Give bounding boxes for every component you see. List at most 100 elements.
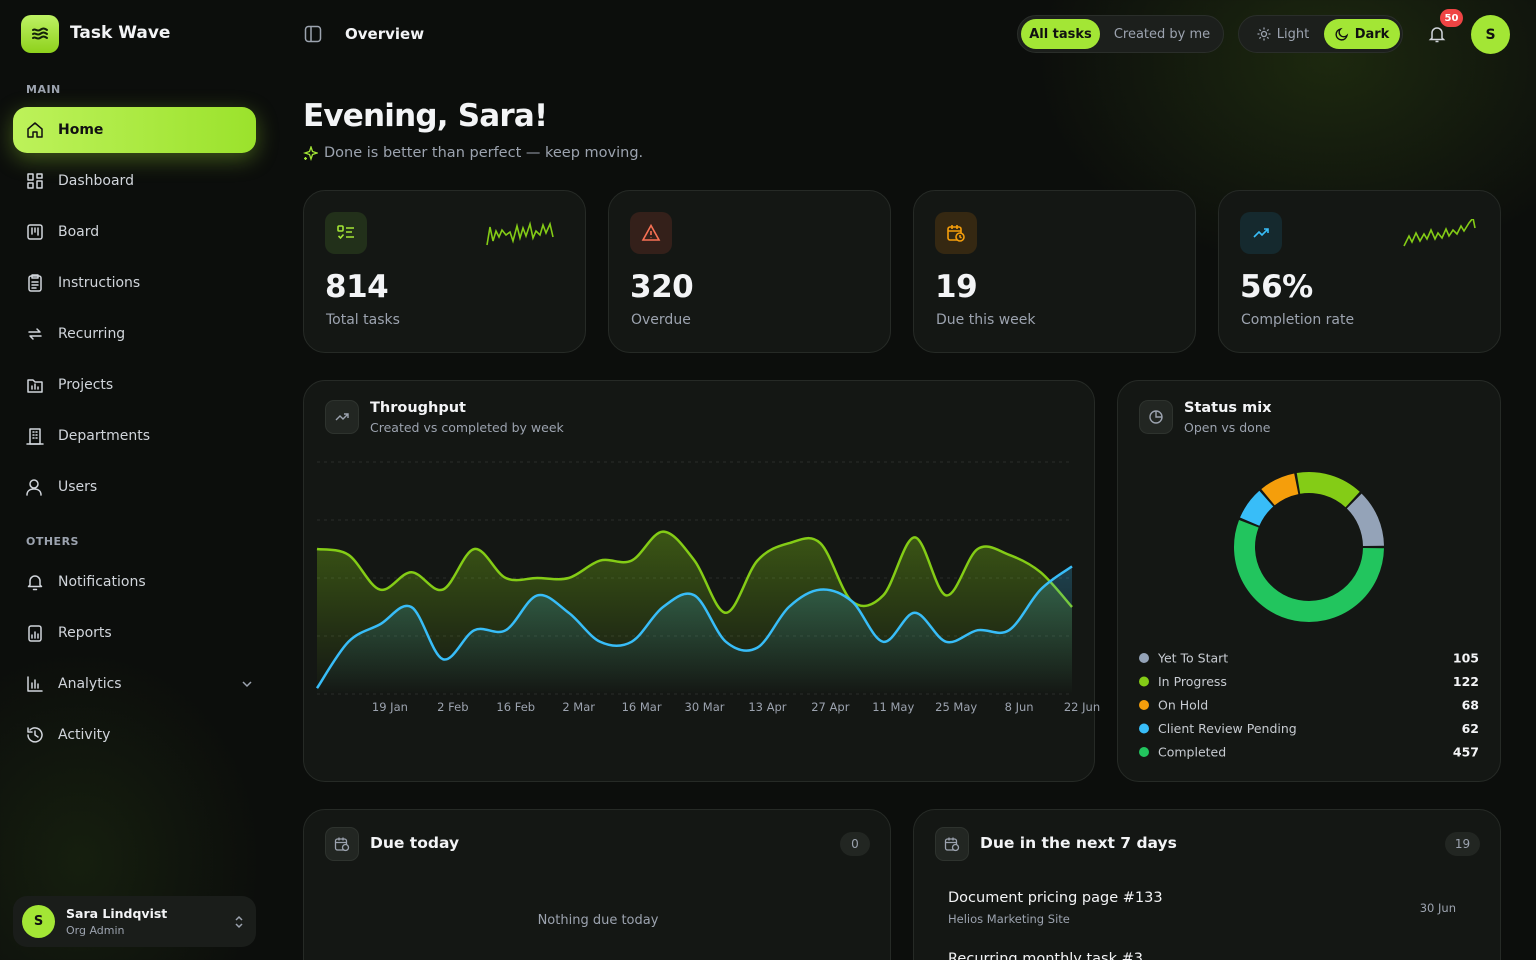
legend-dot [1139,723,1149,734]
nav-label: Users [58,479,98,495]
stat-card: 814 Total tasks [303,190,586,353]
nav-label: Instructions [58,275,141,291]
theme-dark[interactable]: Dark [1324,19,1400,49]
filter-tab[interactable]: Created by me [1113,26,1211,42]
count-badge: 19 [1445,832,1480,856]
greeting-subtitle: Done is better than perfect — keep movin… [324,145,644,161]
stat-icon [325,212,367,254]
due-week-card: Due in the next 7 days 19 Document prici… [913,809,1501,960]
x-tick-label: 2 Feb [437,700,468,714]
legend-value: 457 [1453,745,1479,760]
user-avatar: S [22,905,55,938]
legend-label: In Progress [1158,674,1227,689]
nav-item[interactable]: Departments [13,413,256,459]
nav-item[interactable]: Projects [13,362,256,408]
page-title: Overview [345,25,425,43]
sidebar-toggle[interactable] [304,25,322,43]
donut-segment [1261,473,1299,506]
task-date: 30 Jun [1419,901,1456,915]
user-role: Org Admin [66,924,125,937]
nav-item[interactable]: Notifications [13,559,256,605]
nav-item[interactable]: Home [13,107,256,153]
stat-card: 19 Due this week [913,190,1196,353]
filter-tab[interactable]: All tasks [1021,19,1100,49]
nav-label: Departments [58,428,151,444]
nav-label: Notifications [58,574,146,590]
legend-dot [1139,653,1149,663]
legend-label: On Hold [1158,698,1208,713]
legend-value: 62 [1462,721,1479,736]
x-tick-label: 22 Jun [1064,700,1100,714]
stat-icon [1240,212,1282,254]
nav-label: Home [58,122,104,138]
task-title[interactable]: Document pricing page #133 [948,890,1163,906]
task-title[interactable]: Recurring monthly task #3 [948,951,1143,960]
nav-item[interactable]: Reports [13,610,256,656]
nav-label: Board [58,224,100,240]
x-tick-label: 13 Apr [748,700,786,714]
count-badge: 0 [840,832,870,856]
nav-item[interactable]: Instructions [13,260,256,306]
status-card: Status mix Open vs done [1117,380,1501,782]
legend-value: 105 [1453,651,1479,666]
legend-label: Client Review Pending [1158,721,1297,736]
greeting-title: Evening, Sara! [303,98,548,134]
nav-label: Projects [58,377,114,393]
card-title: Due in the next 7 days [980,834,1177,852]
card-title: Due today [370,834,460,852]
stat-value: 320 [630,269,694,305]
stat-value: 19 [935,269,978,305]
nav-label: Analytics [58,676,122,692]
legend-value: 68 [1462,698,1479,713]
nav-item[interactable]: Dashboard [13,158,256,204]
card-subtitle: Open vs done [1184,420,1271,435]
nav-item[interactable]: Analytics [13,661,256,707]
nav-label: Recurring [58,326,126,342]
legend-label: Yet To Start [1157,651,1228,666]
avatar[interactable]: S [1471,15,1510,54]
card-title: Status mix [1184,400,1272,416]
nav-item[interactable]: Users [13,464,256,510]
stat-icon [630,212,672,254]
card-subtitle: Created vs completed by week [370,420,564,435]
stat-label: Completion rate [1241,312,1355,328]
x-tick-label: 16 Mar [622,700,662,714]
empty-state: Nothing due today [537,913,659,928]
stat-value: 814 [325,269,389,305]
nav-label: Reports [58,625,112,641]
area [317,566,1072,694]
legend-dot [1139,747,1149,757]
donut-segment [1346,493,1384,547]
nav-label: Dashboard [58,173,134,189]
nav-item[interactable]: Board [13,209,256,255]
section-label: MAIN [26,83,61,96]
donut-segment [1240,490,1274,527]
donut-segment [1296,472,1360,508]
x-tick-label: 30 Mar [685,700,725,714]
theme-label: Dark [1354,26,1390,42]
nav-label: Activity [58,727,111,743]
x-tick-label: 11 May [872,700,914,714]
notification-badge: 50 [1440,9,1463,27]
legend-dot [1139,676,1149,687]
user-card[interactable]: S Sara Lindqvist Org Admin [13,896,256,947]
stat-value: 56% [1240,269,1313,305]
legend-label: Completed [1158,745,1226,760]
x-tick-label: 8 Jun [1005,700,1034,714]
notifications-bell[interactable] [1428,25,1446,43]
line [316,530,1073,615]
donut-segment [1234,520,1384,622]
logo[interactable] [21,15,59,53]
stat-card: 320 Overdue [608,190,891,353]
user-name: Sara Lindqvist [66,906,168,921]
x-tick-label: 25 May [935,700,977,714]
nav-item[interactable]: Activity [13,712,256,758]
x-tick-label: 2 Mar [562,700,595,714]
theme-light[interactable]: Light [1244,19,1322,49]
nav-item[interactable]: Recurring [13,311,256,357]
task-project: Helios Marketing Site [948,912,1070,926]
stat-label: Due this week [936,312,1036,328]
